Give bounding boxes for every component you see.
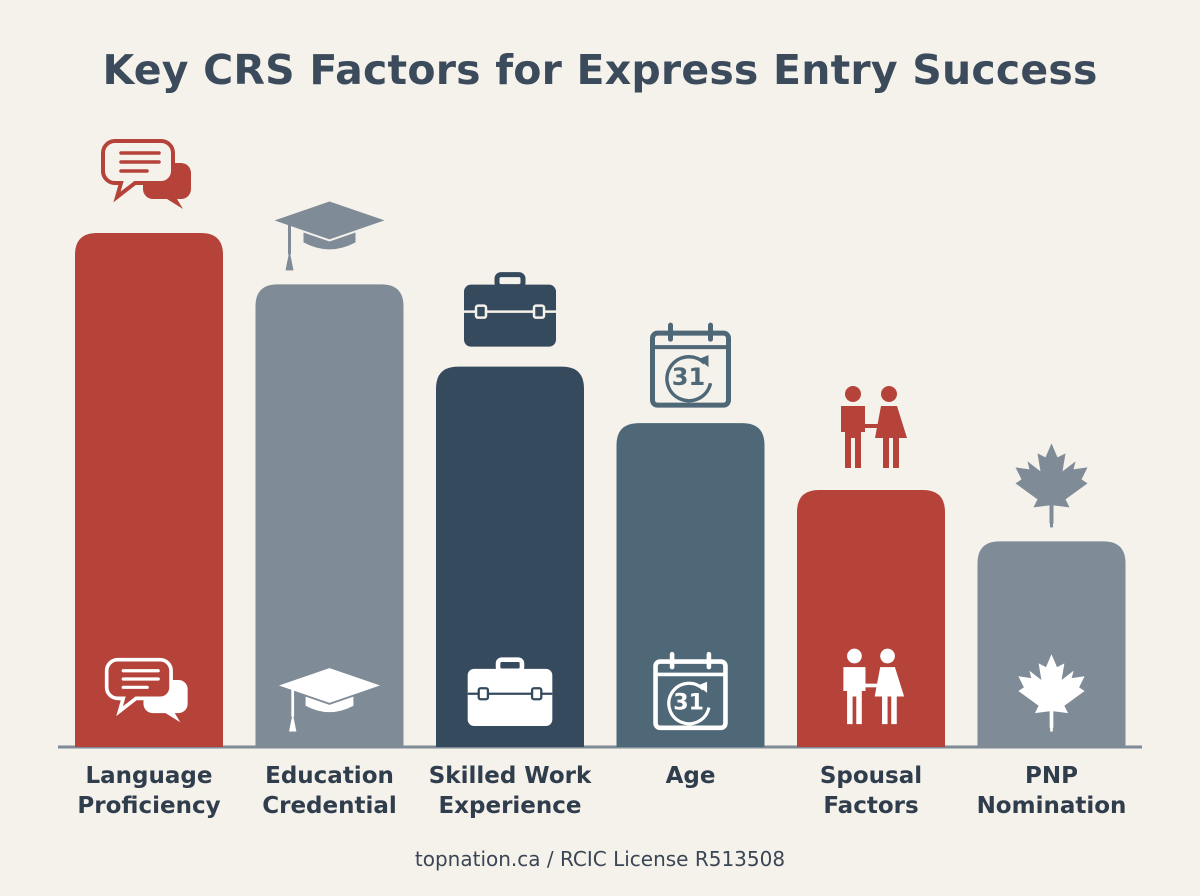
category-label-line: Nomination	[976, 793, 1127, 819]
category-label-line: Proficiency	[77, 793, 221, 819]
calendar-icon: 31	[650, 322, 731, 408]
maple-leaf-icon	[1015, 443, 1088, 528]
category-label-line: Factors	[823, 793, 919, 819]
category-label-line: Credential	[262, 793, 397, 819]
calendar-icon: 31	[653, 651, 728, 731]
maple-leaf-icon	[1018, 654, 1085, 732]
category-label-line: Language	[85, 763, 213, 789]
calendar-day: 31	[672, 363, 705, 391]
footer-credit: topnation.ca / RCIC License R513508	[414, 847, 786, 871]
bar-3	[436, 366, 584, 747]
category-label: Skilled Work Experience	[415, 761, 605, 821]
graduation-cap-icon	[273, 666, 386, 732]
graduation-cap-icon	[268, 199, 391, 271]
category-label-line: PNP	[1025, 763, 1078, 789]
category-label-line: Spousal	[819, 763, 923, 789]
category-label: Age	[596, 761, 786, 791]
briefcase-icon	[467, 657, 553, 726]
bar-5	[797, 490, 945, 747]
category-label-line: Skilled Work	[428, 763, 592, 789]
chart-title: Key CRS Factors for Express Entry Succes…	[102, 46, 1098, 94]
couple-icon	[841, 386, 907, 468]
category-label-line: Age	[665, 763, 716, 789]
bar-6	[977, 541, 1126, 747]
calendar-day: 31	[673, 690, 704, 715]
category-label-line: Education	[265, 763, 394, 789]
couple-icon	[843, 648, 905, 725]
bar-2	[255, 284, 404, 747]
category-label: Language Proficiency	[54, 761, 244, 821]
category-label: Education Credential	[235, 761, 425, 821]
speech-bubbles-icon	[104, 657, 188, 723]
briefcase-icon	[464, 272, 556, 347]
category-label: Spousal Factors	[776, 761, 966, 821]
category-label-line: Experience	[438, 793, 582, 819]
speech-bubbles-icon	[101, 139, 191, 209]
category-label: PNP Nomination	[957, 761, 1147, 821]
bar-1	[75, 233, 223, 747]
